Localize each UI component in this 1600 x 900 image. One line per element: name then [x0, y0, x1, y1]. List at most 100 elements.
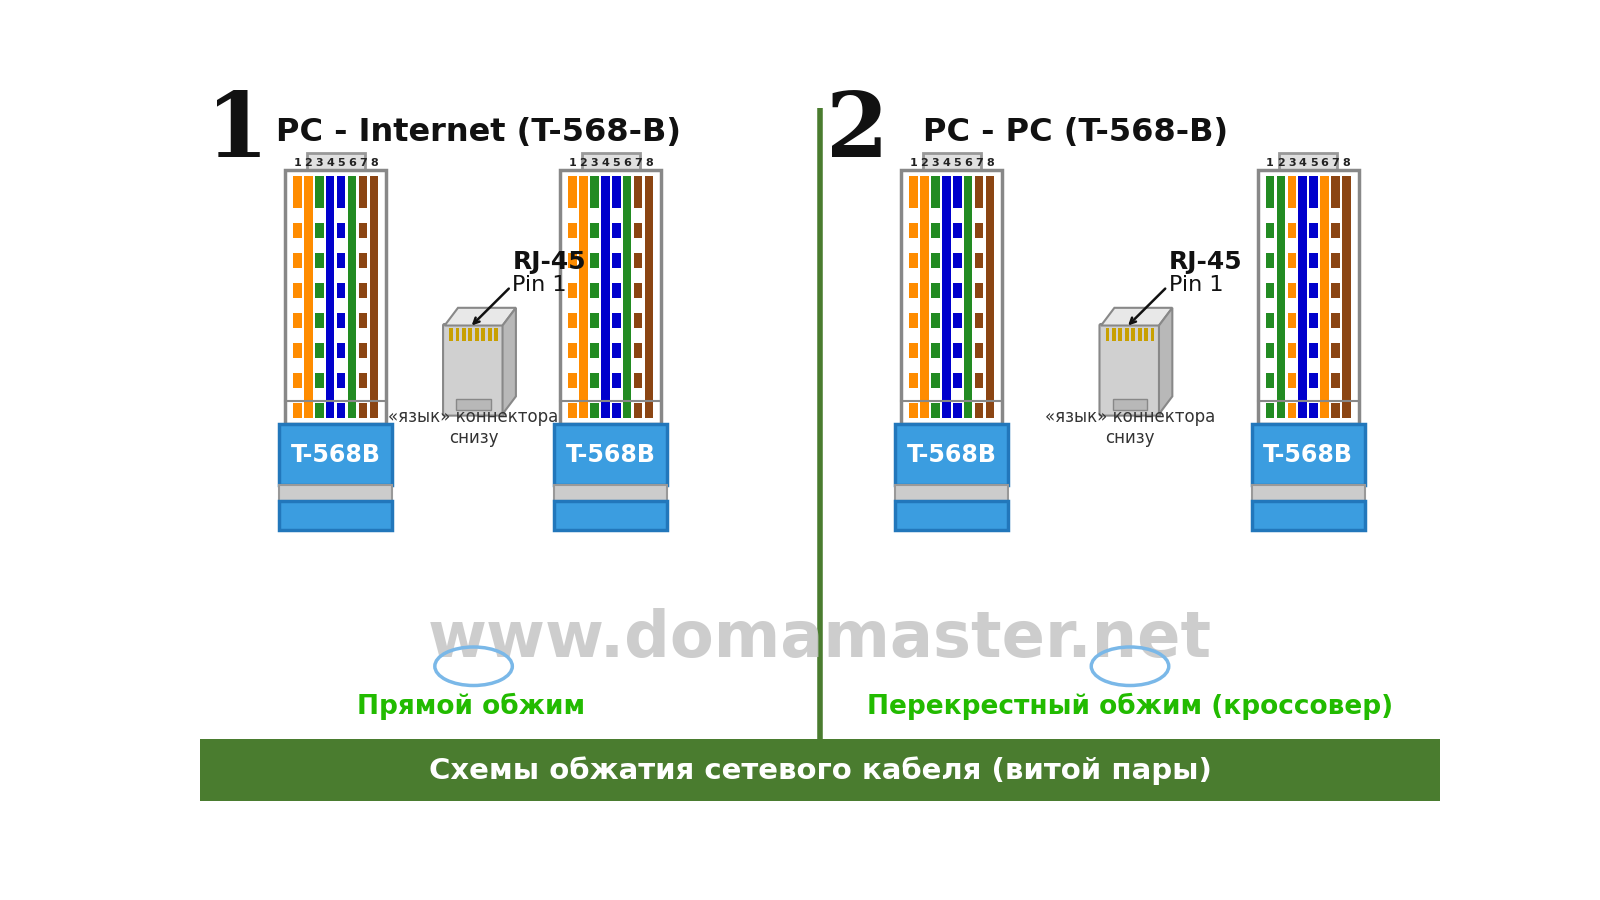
Text: 1: 1: [568, 158, 576, 168]
Bar: [293, 373, 302, 388]
Bar: [1266, 208, 1274, 223]
Bar: [974, 298, 984, 313]
Text: 7: 7: [976, 158, 982, 168]
Bar: [590, 283, 598, 298]
Bar: [611, 343, 621, 357]
Bar: [285, 169, 386, 424]
Bar: [963, 208, 973, 418]
Bar: [1266, 223, 1274, 238]
Bar: [634, 176, 643, 208]
Bar: [931, 208, 939, 223]
Bar: [954, 343, 962, 357]
Bar: [920, 176, 928, 208]
Bar: [315, 253, 323, 268]
Bar: [1320, 208, 1330, 418]
Bar: [1278, 153, 1338, 169]
Text: 5: 5: [954, 158, 962, 168]
Bar: [1251, 424, 1365, 485]
Bar: [634, 223, 643, 238]
Bar: [931, 373, 939, 388]
Bar: [634, 343, 643, 357]
Bar: [974, 343, 984, 357]
Bar: [1288, 298, 1296, 313]
Text: 5: 5: [338, 158, 346, 168]
Bar: [954, 283, 962, 298]
Bar: [634, 373, 643, 388]
Bar: [954, 223, 962, 238]
Bar: [1342, 176, 1350, 208]
Bar: [462, 328, 466, 341]
Bar: [1112, 399, 1147, 410]
Bar: [909, 268, 918, 283]
Text: 2: 2: [826, 89, 888, 176]
Bar: [358, 373, 368, 388]
Bar: [1138, 328, 1141, 341]
Text: 6: 6: [624, 158, 630, 168]
Bar: [278, 485, 392, 500]
Bar: [1309, 253, 1318, 268]
Bar: [554, 500, 667, 530]
Bar: [931, 328, 939, 343]
Bar: [1288, 388, 1296, 402]
Bar: [974, 268, 984, 283]
Bar: [293, 357, 302, 373]
Bar: [1331, 176, 1339, 208]
Bar: [931, 313, 939, 328]
Bar: [315, 357, 323, 373]
Bar: [1251, 500, 1365, 530]
Bar: [336, 402, 346, 418]
Bar: [293, 268, 302, 283]
Bar: [1309, 357, 1318, 373]
Bar: [931, 357, 939, 373]
Bar: [909, 328, 918, 343]
Text: 6: 6: [965, 158, 973, 168]
Bar: [568, 208, 576, 223]
Bar: [645, 208, 653, 418]
Bar: [293, 343, 302, 357]
Text: PC - PC (T-568-B): PC - PC (T-568-B): [923, 117, 1229, 148]
Text: 7: 7: [1331, 158, 1339, 168]
Bar: [488, 328, 491, 341]
Bar: [590, 208, 598, 223]
Bar: [590, 238, 598, 253]
Text: 3: 3: [590, 158, 598, 168]
Bar: [370, 176, 378, 208]
Bar: [931, 343, 939, 357]
Bar: [293, 238, 302, 253]
Bar: [1331, 253, 1339, 268]
Bar: [1288, 402, 1296, 418]
Text: 1: 1: [1266, 158, 1274, 168]
Bar: [901, 169, 1002, 424]
Polygon shape: [1101, 308, 1173, 326]
Bar: [909, 238, 918, 253]
Bar: [1266, 283, 1274, 298]
Bar: [315, 176, 323, 208]
Bar: [1118, 328, 1122, 341]
Bar: [315, 343, 323, 357]
Bar: [568, 313, 576, 328]
Bar: [579, 176, 587, 208]
Bar: [611, 313, 621, 328]
Text: 7: 7: [358, 158, 366, 168]
Bar: [315, 388, 323, 402]
Bar: [278, 424, 392, 485]
Bar: [293, 313, 302, 328]
Bar: [358, 328, 368, 343]
Bar: [634, 268, 643, 283]
Text: 2: 2: [1277, 158, 1285, 168]
Bar: [315, 283, 323, 298]
Bar: [909, 388, 918, 402]
Bar: [568, 268, 576, 283]
Bar: [1309, 373, 1318, 388]
Bar: [293, 402, 302, 418]
Bar: [1288, 268, 1296, 283]
Bar: [568, 343, 576, 357]
Bar: [568, 388, 576, 402]
Bar: [954, 373, 962, 388]
Bar: [590, 268, 598, 283]
Bar: [568, 373, 576, 388]
Bar: [954, 388, 962, 402]
Bar: [1331, 402, 1339, 418]
Bar: [1106, 328, 1109, 341]
Bar: [931, 298, 939, 313]
